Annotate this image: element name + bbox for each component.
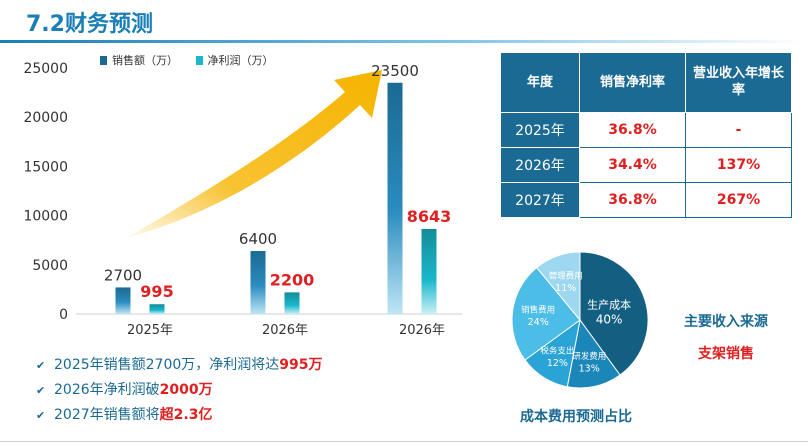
x-tick-label: 2026年 xyxy=(399,323,445,338)
pie-slice-value: 13% xyxy=(579,364,600,375)
legend-item-profit: 净利润（万） xyxy=(195,54,274,67)
bar-sales xyxy=(250,251,266,314)
legend-swatch-profit xyxy=(195,56,203,65)
header-net-margin: 销售净利率 xyxy=(579,52,686,113)
bullet-text: 2026年净利润破 xyxy=(54,382,160,398)
pie-slice-value: 40% xyxy=(596,313,623,327)
y-tick-label: 10000 xyxy=(23,209,68,225)
legend-label-sales: 销售额（万） xyxy=(112,54,178,67)
pie-slices xyxy=(511,251,649,389)
cell-net-margin: 36.8% xyxy=(579,181,686,219)
header-year: 年度 xyxy=(500,52,580,113)
bar-value-labels: 2700 6400 23500 995 2200 8643 xyxy=(104,62,451,301)
pie-slice-value: 12% xyxy=(547,358,568,369)
table-row: 2025年 36.8% - xyxy=(500,111,792,148)
bar-profit xyxy=(149,304,165,314)
list-item: ✔ 2025年销售额2700万，净利润将达995万 xyxy=(36,354,323,379)
bar-value-label-sales: 6400 xyxy=(239,230,277,248)
bullet-highlight: 超2.3亿 xyxy=(159,407,213,423)
x-tick-label: 2025年 xyxy=(127,323,173,338)
metrics-table: 年度 销售净利率 营业收入年增长率 2025年 36.8% - 2026年 34… xyxy=(500,52,792,219)
chart-legend: 销售额（万） 净利润（万） xyxy=(100,52,288,68)
check-icon: ✔ xyxy=(36,359,46,372)
pie-slice xyxy=(566,318,621,389)
table-row: 2026年 34.4% 137% xyxy=(500,146,792,183)
cell-growth: - xyxy=(685,111,792,148)
check-icon: ✔ xyxy=(36,384,46,397)
bullet-text: 2027年销售额将 xyxy=(54,407,160,423)
cell-net-margin: 36.8% xyxy=(579,111,686,148)
bar-value-label-sales: 23500 xyxy=(371,62,419,80)
table-header-row: 年度 销售净利率 营业收入年增长率 xyxy=(500,52,792,113)
header-growth: 营业收入年增长率 xyxy=(685,52,792,113)
footer-divider xyxy=(0,441,808,442)
bar-value-label-sales: 2700 xyxy=(104,266,142,284)
y-tick-label: 0 xyxy=(59,307,68,323)
cell-growth: 137% xyxy=(685,146,792,183)
main-revenue-source-label: 主要收入来源 xyxy=(684,314,768,330)
bar-profit xyxy=(421,228,437,314)
main-revenue-source-value: 支架销售 xyxy=(698,346,754,362)
bar-value-label-profit: 8643 xyxy=(407,207,452,226)
pie-slice-label: 研发费用 xyxy=(572,351,606,362)
page-title: 7.2财务预测 xyxy=(26,12,153,37)
growth-arrow xyxy=(126,70,382,238)
list-item: ✔ 2027年销售额将超2.3亿 xyxy=(36,404,323,429)
title-underline xyxy=(0,40,808,43)
pie-slice-label: 税务支出 xyxy=(540,346,574,357)
y-tick-label: 25000 xyxy=(23,61,68,77)
y-tick-label: 15000 xyxy=(23,159,68,175)
pie-slice-label: 管理费用 xyxy=(549,270,583,281)
pie-slice-value: 24% xyxy=(528,317,549,328)
bullet-highlight: 995万 xyxy=(279,357,323,373)
cell-year: 2027年 xyxy=(500,181,580,219)
pie-slice-label: 销售费用 xyxy=(521,305,555,316)
bullet-highlight: 2000万 xyxy=(159,382,213,398)
y-tick-label: 20000 xyxy=(23,110,68,126)
legend-label-profit: 净利润（万） xyxy=(207,54,274,67)
check-icon: ✔ xyxy=(36,409,46,422)
pie-slice xyxy=(579,251,649,376)
x-tick-label: 2026年 xyxy=(262,323,308,338)
bar-value-label-profit: 995 xyxy=(140,282,173,301)
bullet-list: ✔ 2025年销售额2700万，净利润将达995万 ✔ 2026年净利润破2000万… xyxy=(36,354,323,429)
bar-value-label-profit: 2200 xyxy=(270,270,315,289)
bar-profit xyxy=(284,292,300,314)
pie-slice xyxy=(535,251,581,322)
pie-caption: 成本费用预测占比 xyxy=(520,409,632,425)
pie-slice xyxy=(511,266,581,361)
bullet-text: 2025年销售额2700万，净利润将达 xyxy=(54,357,280,373)
table-row: 2027年 36.8% 267% xyxy=(500,181,792,219)
legend-item-sales: 销售额（万） xyxy=(100,54,182,67)
bars xyxy=(115,82,437,314)
cell-year: 2026年 xyxy=(500,146,580,183)
bar-sales xyxy=(115,287,131,314)
bar-sales xyxy=(387,82,403,314)
pie-slice-value: 11% xyxy=(555,283,576,294)
list-item: ✔ 2026年净利润破2000万 xyxy=(36,379,323,404)
x-axis: 2025年 2026年 2026年 xyxy=(76,313,462,338)
cell-year: 2025年 xyxy=(500,111,580,148)
y-tick-label: 5000 xyxy=(32,258,68,274)
cell-growth: 267% xyxy=(685,181,792,219)
legend-swatch-sales xyxy=(100,56,107,65)
bar-chart: 0 5000 10000 15000 20000 25000 2025年 2026年 2026… xyxy=(23,61,462,338)
pie-slice-label: 生产成本 xyxy=(587,298,631,312)
y-axis: 0 5000 10000 15000 20000 25000 xyxy=(23,61,68,323)
cell-net-margin: 34.4% xyxy=(579,146,686,183)
